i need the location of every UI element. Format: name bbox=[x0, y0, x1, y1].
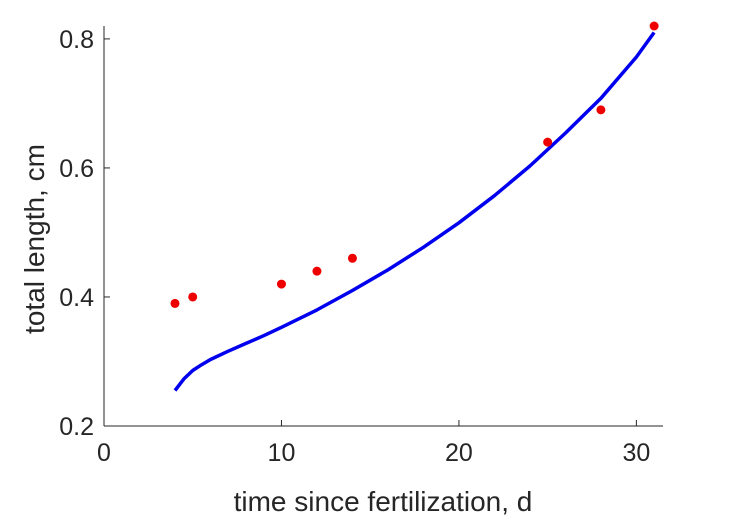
x-axis-label: time since fertilization, d bbox=[234, 486, 533, 517]
x-tick-label: 10 bbox=[268, 439, 296, 467]
data-point bbox=[543, 137, 553, 147]
y-axis-label: total length, cm bbox=[19, 144, 50, 334]
data-point bbox=[596, 105, 606, 115]
data-point bbox=[347, 253, 357, 263]
y-tick-label: 0.6 bbox=[59, 155, 94, 183]
series-layer bbox=[170, 21, 659, 392]
data-point bbox=[312, 266, 322, 276]
model-curve bbox=[173, 31, 656, 392]
y-tick-label: 0.4 bbox=[59, 284, 94, 312]
data-point bbox=[649, 21, 659, 31]
data-point bbox=[188, 292, 198, 302]
x-tick-label: 20 bbox=[445, 439, 473, 467]
y-tick-label: 0.8 bbox=[59, 26, 94, 54]
x-tick-label: 0 bbox=[97, 439, 111, 467]
axes: 0 10 20 30 0.2 0.4 0.6 0.8 bbox=[59, 26, 663, 467]
x-tick-label: 30 bbox=[622, 439, 650, 467]
data-point bbox=[276, 279, 286, 289]
data-point bbox=[170, 298, 180, 308]
y-tick-label: 0.2 bbox=[59, 413, 94, 441]
